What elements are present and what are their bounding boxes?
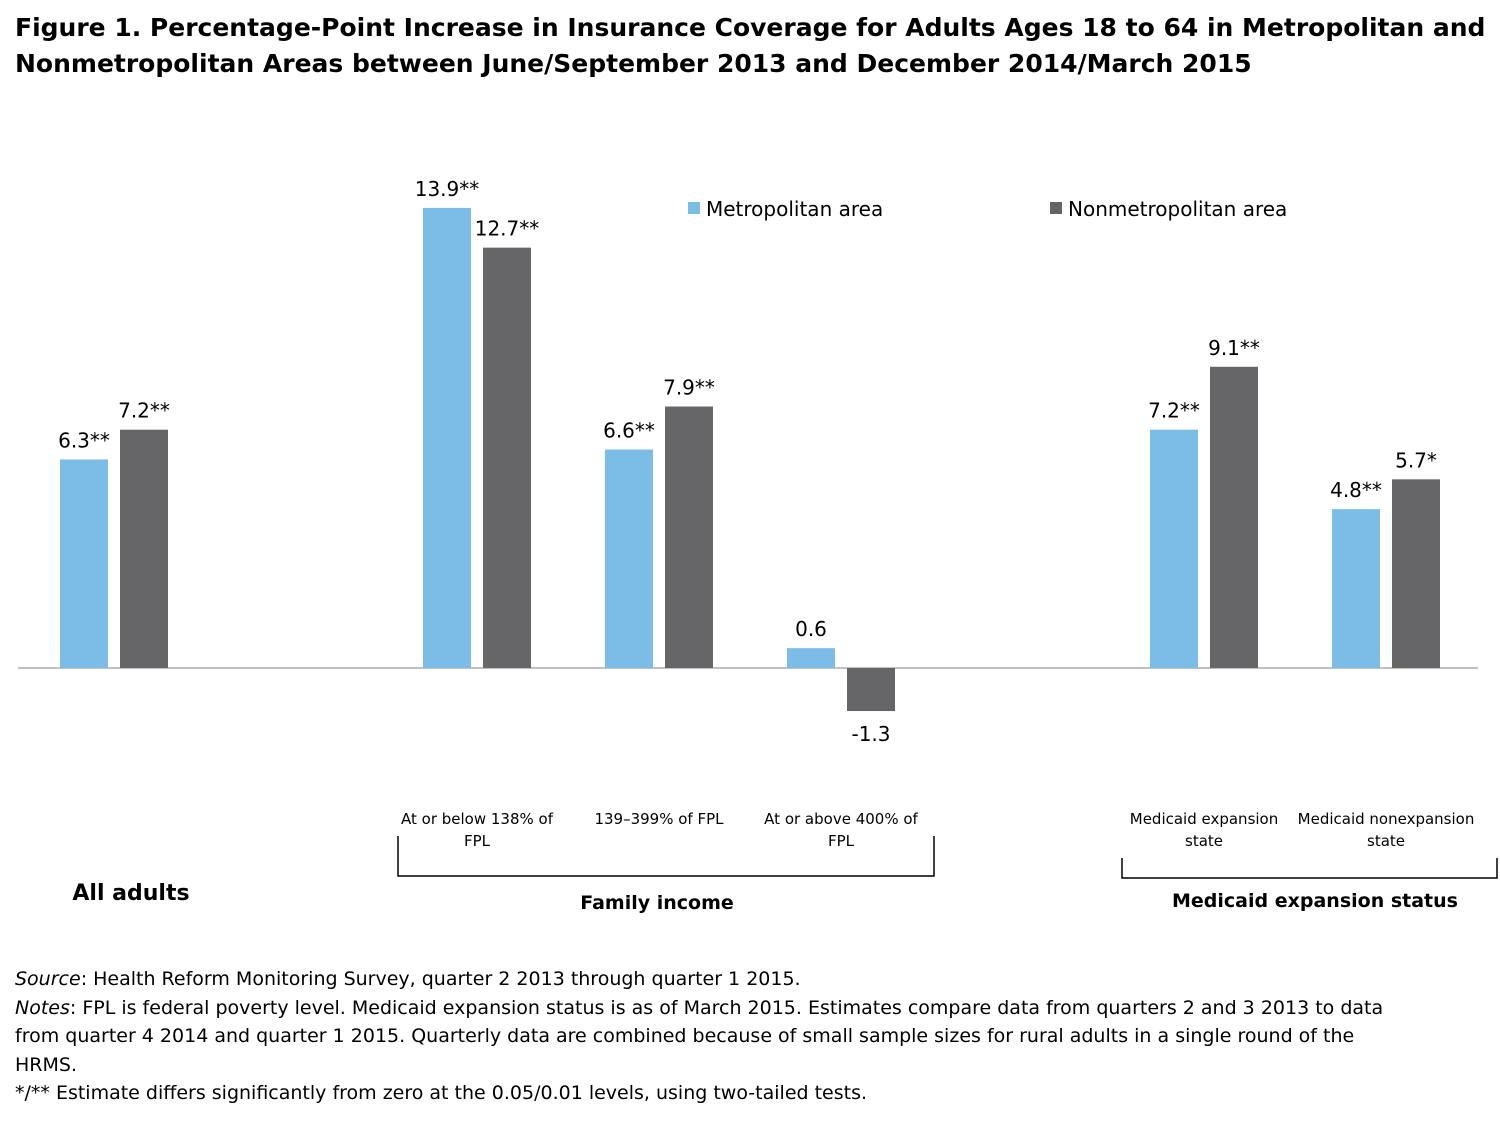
legend-label-metro: Metropolitan area: [706, 197, 883, 221]
bar-metro-3: [787, 648, 835, 668]
category-label-5-line-0: Medicaid nonexpansion: [1298, 810, 1475, 828]
category-label-5-line-1: state: [1367, 832, 1405, 850]
notes-text-1: : FPL is federal poverty level. Medicaid…: [69, 996, 1384, 1019]
source-label: Source: [15, 968, 81, 990]
legend-swatch-nonmetro: [1050, 202, 1062, 214]
bar-metro-4: [1150, 429, 1198, 668]
title-line-2: Nonmetropolitan Areas between June/Septe…: [15, 49, 1252, 78]
data-label-nonmetro-2: 7.9**: [663, 376, 715, 400]
bar-nonmetro-0: [120, 429, 168, 668]
significance-note: */** Estimate differs significantly from…: [15, 1082, 868, 1104]
chart-title: Figure 1. Percentage-Point Increase in I…: [15, 10, 1485, 82]
bar-metro-5: [1332, 509, 1380, 668]
data-label-metro-4: 7.2**: [1148, 399, 1200, 423]
notes-line-3: HRMS.: [15, 1053, 77, 1076]
bar-nonmetro-4: [1210, 366, 1258, 668]
bar-nonmetro-5: [1392, 479, 1440, 668]
data-label-nonmetro-3: -1.3: [851, 722, 890, 746]
category-label-1-line-0: At or below 138% of: [401, 810, 554, 828]
bar-chart: 6.3** 13.9** 6.6** 0.6 7.2** 4.8** 7.2** 12.7**…: [18, 177, 1498, 914]
notes-line-2: from quarter 4 2014 and quarter 1 2015. …: [15, 1025, 1355, 1047]
data-label-nonmetro-4: 9.1**: [1208, 336, 1260, 360]
source-text: : Health Reform Monitoring Survey, quart…: [80, 968, 801, 990]
data-label-metro-0: 6.3**: [58, 428, 110, 452]
bar-metro-2: [605, 449, 653, 668]
bar-metro-1: [423, 207, 471, 668]
legend-label-nonmetro: Nonmetropolitan area: [1068, 197, 1287, 221]
data-label-nonmetro-1: 12.7**: [475, 217, 540, 241]
legend-swatch-metro: [688, 202, 700, 214]
title-line-1: Figure 1. Percentage-Point Increase in I…: [15, 13, 1486, 42]
group-label-1: Family income: [580, 892, 734, 914]
bar-metro-0: [60, 459, 108, 668]
group-label-2: Medicaid expansion status: [1172, 890, 1458, 912]
source-note: Source: Health Reform Monitoring Survey,…: [15, 965, 1485, 994]
data-label-metro-1: 13.9**: [415, 177, 480, 201]
bar-nonmetro-2: [665, 406, 713, 668]
data-label-nonmetro-5: 5.7*: [1395, 448, 1437, 472]
data-label-metro-5: 4.8**: [1330, 478, 1382, 502]
category-label-3-line-1: FPL: [828, 832, 855, 850]
data-label-nonmetro-0: 7.2**: [118, 399, 170, 423]
group-bracket-1: [397, 836, 935, 877]
notes-label: Notes: [15, 996, 70, 1019]
footnotes: Source: Health Reform Monitoring Survey,…: [15, 965, 1485, 1108]
category-label-3-line-0: At or above 400% of: [764, 810, 918, 828]
category-label-2-line-0: 139–399% of FPL: [594, 810, 724, 828]
group-label-0: All adults: [72, 881, 189, 906]
notes-line-1: Notes: FPL is federal poverty level. Med…: [15, 994, 1485, 1023]
group-bracket-2: [1121, 858, 1498, 879]
data-label-metro-3: 0.6: [795, 617, 827, 641]
category-label-1-line-1: FPL: [464, 832, 491, 850]
category-label-4-line-0: Medicaid expansion: [1130, 810, 1278, 828]
data-label-metro-2: 6.6**: [603, 419, 655, 443]
bar-nonmetro-3: [847, 668, 895, 712]
bar-nonmetro-1: [483, 247, 531, 668]
category-label-4-line-1: state: [1185, 832, 1223, 850]
